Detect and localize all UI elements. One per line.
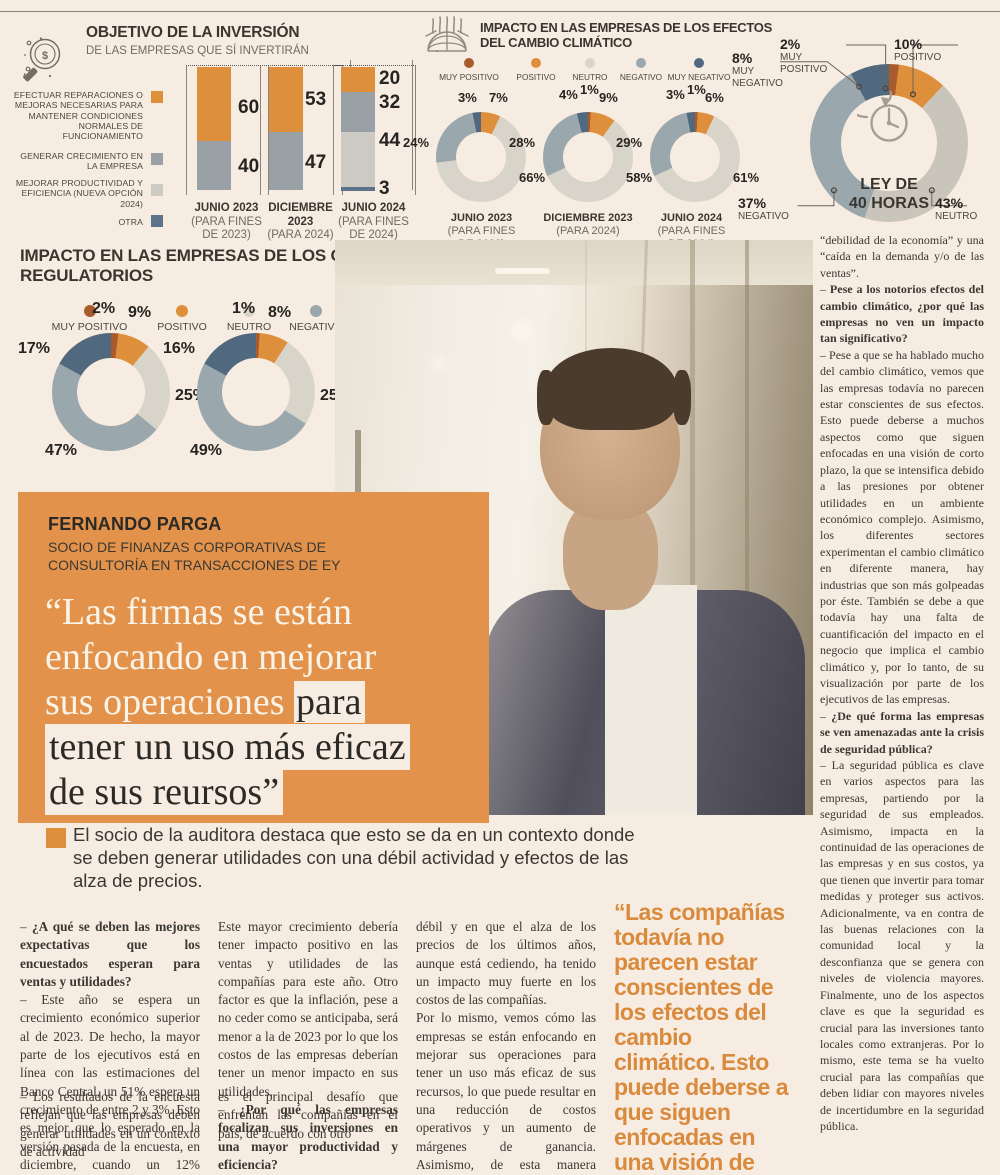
svg-text:$: $ <box>42 50 48 62</box>
